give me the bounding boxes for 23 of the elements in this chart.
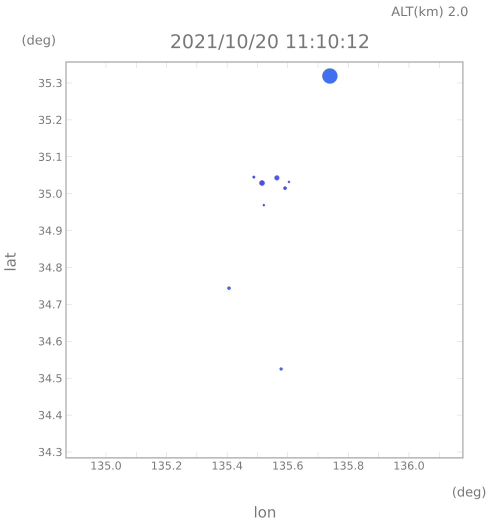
text: (deg) [453, 486, 486, 500]
text: ALT(km) 2.0 [391, 6, 468, 18]
x-tick-label: 135.8 [334, 461, 364, 470]
y-tick-label: 34.6 [38, 337, 62, 346]
x-tick-label: 135.0 [92, 461, 121, 470]
x-axis-title: lon [255, 506, 276, 518]
x-tick-label: 135.4 [212, 461, 242, 470]
y-axis-title: lat [4, 252, 16, 270]
x-tick-label: 136.0 [394, 461, 424, 470]
y-tick-label: 34.4 [38, 410, 62, 420]
y-tick-label: 35.2 [38, 116, 62, 124]
y-tick-label: 35.3 [38, 78, 62, 88]
y-tick-label: 34.8 [38, 263, 62, 272]
y-tick-label: 34.9 [38, 226, 62, 235]
y-tick-label: 34.5 [38, 374, 62, 382]
y-tick-label: 34.3 [38, 448, 62, 456]
text: (deg) [22, 34, 55, 48]
x-tick-label: 135.6 [273, 461, 303, 470]
y-tick-label: 35.1 [38, 152, 62, 161]
y-tick-label: 35.0 [38, 190, 62, 198]
chart-title: 2021/10/20 11:10:12 [171, 34, 368, 50]
y-tick-label: 34.7 [38, 300, 62, 309]
x-tick-label: 135.2 [152, 461, 182, 470]
